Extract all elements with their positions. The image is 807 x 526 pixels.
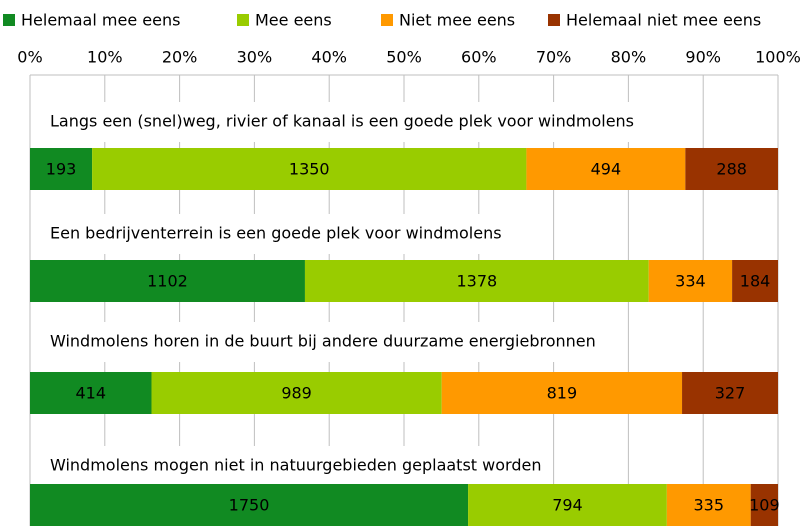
bar-segment [750,484,778,526]
bar-segment [151,372,442,414]
x-tick-label: 40% [311,48,347,67]
x-tick-label: 60% [461,48,497,67]
x-tick-label: 50% [386,48,422,67]
data-label: 335 [694,496,725,515]
bar-segment [682,372,778,414]
data-label: 334 [675,272,706,291]
legend-label: Helemaal mee eens [21,11,180,30]
bar-segment [666,484,751,526]
x-tick-label: 100% [755,48,801,67]
bar-segment [30,148,93,190]
bar-segment [304,260,649,302]
x-tick-label: 70% [536,48,572,67]
label-background [31,102,644,142]
data-label: 1750 [229,496,270,515]
x-tick-label: 30% [237,48,273,67]
legend-label: Helemaal niet mee eens [566,11,761,30]
label-background [31,322,605,362]
legend-swatch [548,14,560,26]
category-label: Een bedrijventerrein is een goede plek v… [50,224,502,243]
data-label: 327 [715,384,746,403]
category-label: Windmolens mogen niet in natuurgebieden … [50,456,541,475]
bar-segment [441,372,683,414]
bar-segment [30,260,305,302]
x-tick-label: 90% [685,48,721,67]
x-tick-label: 0% [17,48,42,67]
bar-segment [685,148,778,190]
data-label: 989 [281,384,312,403]
x-tick-label: 80% [611,48,647,67]
label-background [31,446,551,486]
category-label: Windmolens horen in de buurt bij andere … [50,332,596,351]
bar-segment [648,260,733,302]
label-background [31,214,511,254]
data-label: 819 [547,384,578,403]
data-label: 193 [46,160,77,179]
x-tick-label: 10% [87,48,123,67]
data-label: 184 [740,272,771,291]
bar-segment [30,372,152,414]
legend-label: Mee eens [255,11,332,30]
legend-swatch [381,14,393,26]
data-label: 414 [75,384,106,403]
legend-swatch [237,14,249,26]
bar-segment [732,260,778,302]
category-label: Langs een (snel)weg, rivier of kanaal is… [50,112,634,131]
bar-segment [92,148,527,190]
bar-segment [468,484,667,526]
bar-segment [30,484,469,526]
data-label: 1378 [456,272,497,291]
data-label: 109 [749,496,780,515]
data-label: 494 [591,160,622,179]
data-label: 1102 [147,272,188,291]
legend-swatch [3,14,15,26]
bar-segment [526,148,686,190]
data-label: 1350 [289,160,330,179]
legend-label: Niet mee eens [399,11,515,30]
data-label: 794 [552,496,583,515]
data-label: 288 [716,160,747,179]
x-tick-label: 20% [162,48,198,67]
